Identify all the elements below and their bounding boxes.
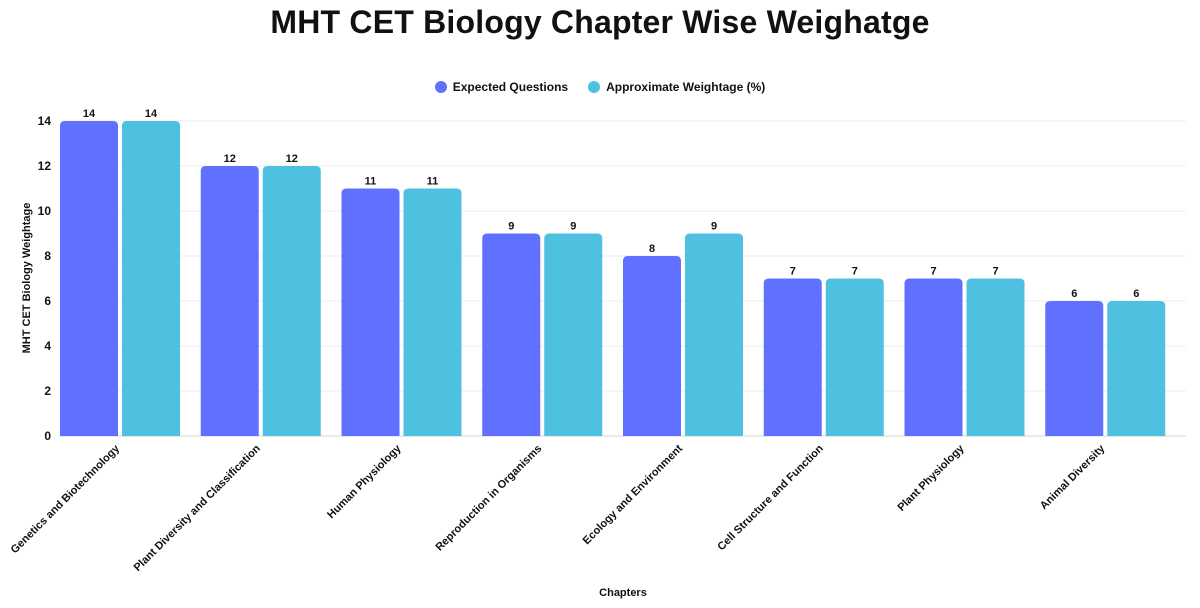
- y-tick-label: 10: [38, 204, 52, 218]
- y-tick-label: 6: [44, 294, 51, 308]
- bar-approximate-weightage[interactable]: [966, 278, 1025, 437]
- bar-expected-questions[interactable]: [623, 256, 681, 436]
- data-labels: 14 14 12 12 11 11 9 9 8 9 7 7 7 7 6 6: [83, 108, 1139, 300]
- x-axis-categories: Genetics and Biotechnology Plant Diversit…: [9, 442, 1108, 574]
- y-tick-label: 8: [44, 249, 51, 263]
- y-tick-label: 14: [38, 114, 52, 128]
- x-category-label: Plant Physiology: [895, 442, 967, 514]
- data-label: 12: [224, 153, 236, 165]
- data-label: 7: [930, 266, 936, 278]
- data-label: 11: [365, 176, 377, 188]
- data-label: 7: [992, 266, 998, 278]
- data-label: 11: [427, 176, 439, 188]
- y-tick-label: 12: [38, 159, 52, 173]
- y-tick-label: 0: [44, 429, 51, 443]
- bar-expected-questions[interactable]: [1045, 301, 1104, 436]
- legend-item-expected-questions[interactable]: Expected Questions: [434, 80, 569, 94]
- bar-approximate-weightage[interactable]: [403, 188, 462, 437]
- data-label: 6: [1133, 288, 1139, 300]
- y-axis-title: MHT CET Biology Weightage: [21, 203, 33, 354]
- data-label: 9: [711, 221, 717, 233]
- bar-expected-questions[interactable]: [200, 166, 259, 436]
- legend-label-expected-questions: Expected Questions: [452, 80, 569, 94]
- data-label: 6: [1071, 288, 1077, 300]
- legend-label-approximate-weightage: Approximate Weightage (%): [606, 80, 766, 94]
- bar-expected-questions[interactable]: [341, 188, 400, 437]
- bar-expected-questions[interactable]: [482, 233, 541, 437]
- data-label: 14: [145, 108, 158, 120]
- x-category-label: Plant Diversity and Classification: [132, 442, 263, 573]
- bar-approximate-weightage[interactable]: [1107, 301, 1166, 436]
- data-label: 7: [852, 266, 858, 278]
- x-category-label: Ecology and Environment: [581, 442, 686, 547]
- data-label: 8: [649, 243, 655, 255]
- y-tick-label: 4: [44, 339, 51, 353]
- x-category-label: Cell Structure and Function: [715, 442, 826, 553]
- chart-title: MHT CET Biology Chapter Wise Weighatge: [270, 4, 930, 40]
- bar-expected-questions[interactable]: [60, 121, 118, 436]
- chart-legend: Expected Questions Approximate Weightage…: [0, 80, 1200, 94]
- bar-approximate-weightage[interactable]: [685, 233, 743, 437]
- legend-swatch-approximate-weightage: [588, 81, 601, 93]
- bar-approximate-weightage[interactable]: [262, 166, 321, 436]
- x-category-label: Human Physiology: [325, 442, 404, 521]
- y-tick-label: 2: [44, 384, 51, 398]
- data-label: 12: [286, 153, 298, 165]
- x-axis-title: Chapters: [599, 587, 647, 599]
- data-label: 7: [790, 266, 796, 278]
- x-category-label: Reproduction in Organisms: [433, 443, 544, 554]
- bar-expected-questions[interactable]: [763, 278, 822, 437]
- bar-approximate-weightage[interactable]: [825, 278, 884, 437]
- data-label: 9: [508, 221, 514, 233]
- bar-approximate-weightage[interactable]: [544, 233, 603, 437]
- x-category-label: Genetics and Biotechnology: [9, 442, 123, 556]
- legend-swatch-expected-questions: [434, 81, 447, 93]
- data-label: 14: [83, 108, 96, 120]
- bar-expected-questions[interactable]: [904, 278, 963, 437]
- bars: [60, 121, 1166, 437]
- data-label: 9: [570, 221, 576, 233]
- x-category-label: Animal Diversity: [1038, 442, 1108, 512]
- bar-approximate-weightage[interactable]: [122, 121, 180, 436]
- y-axis-ticks: 0 2 4 6 8 10 12 14: [38, 114, 52, 443]
- legend-item-approximate-weightage[interactable]: Approximate Weightage (%): [588, 80, 765, 94]
